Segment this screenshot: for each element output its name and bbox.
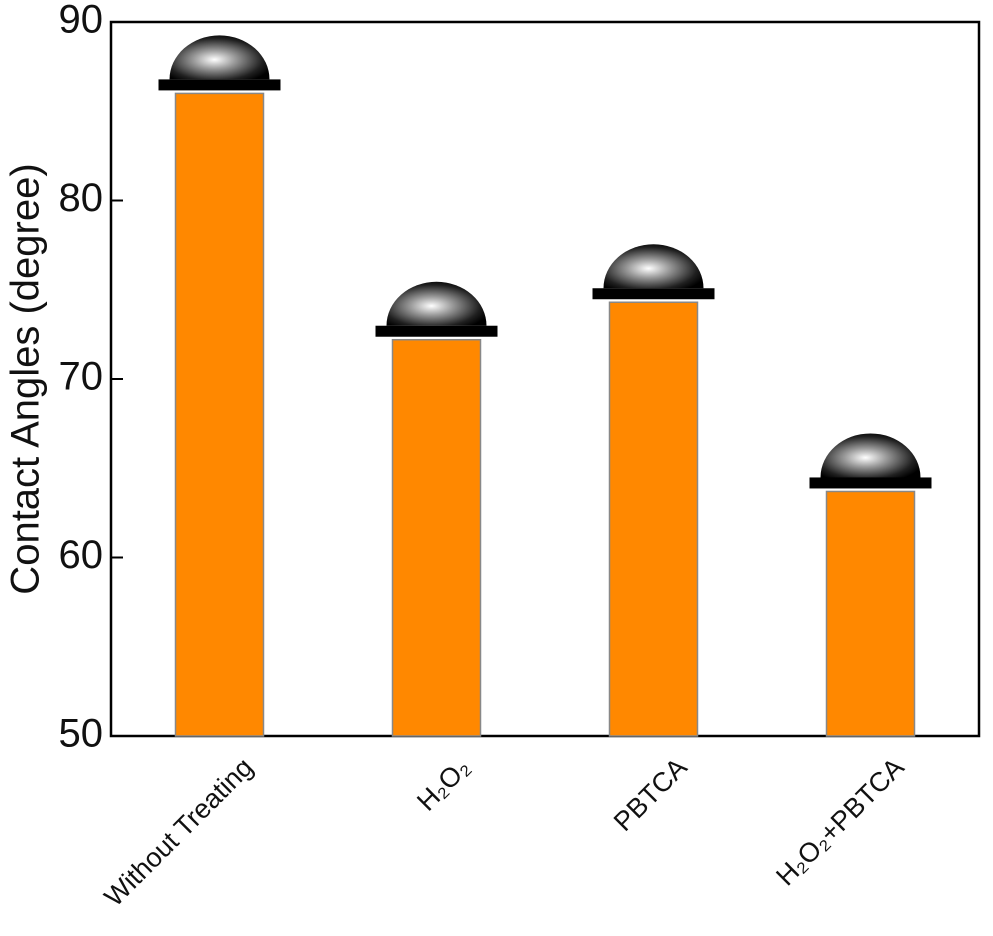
bar [825,490,916,737]
y-tick-label: 60 [59,533,104,577]
droplet-image [386,281,487,326]
substrate-image [158,79,281,91]
y-tick-label: 50 [59,712,104,756]
droplet-image [603,244,704,289]
y-tick-label: 80 [59,176,104,220]
y-axis-title: Contact Angles (degree) [4,163,48,594]
droplet-image [820,433,921,478]
substrate-image [375,325,498,337]
droplet-image [169,35,270,80]
x-tick-label: H₂O₂ [411,752,476,817]
x-tick-label: PBTCA [608,752,693,837]
x-tick-label: Without Treating [99,752,259,912]
bar [174,92,265,737]
y-tick-label: 70 [59,355,104,399]
substrate-image [592,288,715,300]
bar [391,338,482,737]
substrate-image [809,477,932,489]
x-tick-label: H₂O₂+PBTCA [770,752,909,891]
y-tick-label: 90 [59,0,104,42]
bar [608,301,699,737]
